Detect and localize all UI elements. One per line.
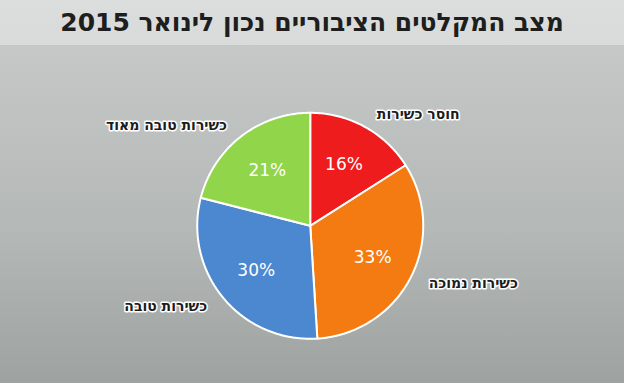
svg-text:כשירות טובה מאוד: כשירות טובה מאוד — [106, 117, 227, 133]
svg-text:כשירות טובה: כשירות טובה — [124, 298, 207, 314]
svg-text:16%: 16% — [325, 154, 363, 174]
svg-text:חוסר כשירות: חוסר כשירות — [377, 106, 460, 122]
svg-text:30%: 30% — [237, 260, 275, 280]
svg-text:33%: 33% — [354, 247, 392, 267]
svg-text:כשירות נמוכה: כשירות נמוכה — [429, 275, 518, 291]
svg-text:21%: 21% — [248, 160, 286, 180]
html-text:מצב המקלטים הציבוריים נכון לינ: מצב המקלטים הציבוריים נכון לינואר 2015 — [60, 8, 564, 37]
